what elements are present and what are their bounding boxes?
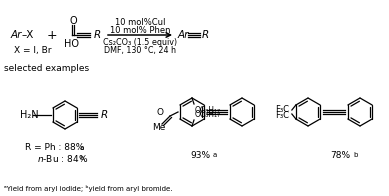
Text: Ar: Ar [11,30,22,40]
Text: 10 mol% Phen: 10 mol% Phen [110,25,170,34]
Text: F₃C: F₃C [275,104,289,113]
Text: b: b [353,152,357,158]
Text: +: + [47,28,57,42]
Text: a: a [80,155,84,161]
Text: –X: –X [22,30,34,40]
Text: R = Ph : 88%: R = Ph : 88% [25,143,85,152]
Text: Me: Me [152,123,165,132]
Text: R: R [202,30,209,40]
Text: X = I, Br: X = I, Br [14,45,51,54]
Text: O: O [69,16,77,26]
Text: R: R [94,30,101,40]
Text: a: a [80,145,84,151]
Text: OC₈H₁₇: OC₈H₁₇ [195,105,221,114]
Text: 93%: 93% [190,151,210,160]
Text: R: R [101,110,108,120]
Text: F₃C: F₃C [275,111,289,120]
Text: selected examples: selected examples [4,64,89,73]
Text: ᵃYield from aryl iodide; ᵇyield from aryl bromide.: ᵃYield from aryl iodide; ᵇyield from ary… [4,184,172,191]
Text: DMF, 130 °C, 24 h: DMF, 130 °C, 24 h [104,45,176,54]
Text: 78%: 78% [330,151,350,160]
Text: a: a [213,152,217,158]
Text: Cs₂CO₃ (1.5 equiv): Cs₂CO₃ (1.5 equiv) [103,37,177,46]
Text: O: O [156,107,163,116]
Text: HO: HO [65,39,79,49]
Text: 10 mol%CuI: 10 mol%CuI [115,17,165,26]
Text: $n$-Bu : 84%: $n$-Bu : 84% [37,152,88,163]
Text: H₂N: H₂N [20,110,39,120]
Text: OC₈H₁₇: OC₈H₁₇ [195,110,221,119]
Text: Ar: Ar [178,30,189,40]
